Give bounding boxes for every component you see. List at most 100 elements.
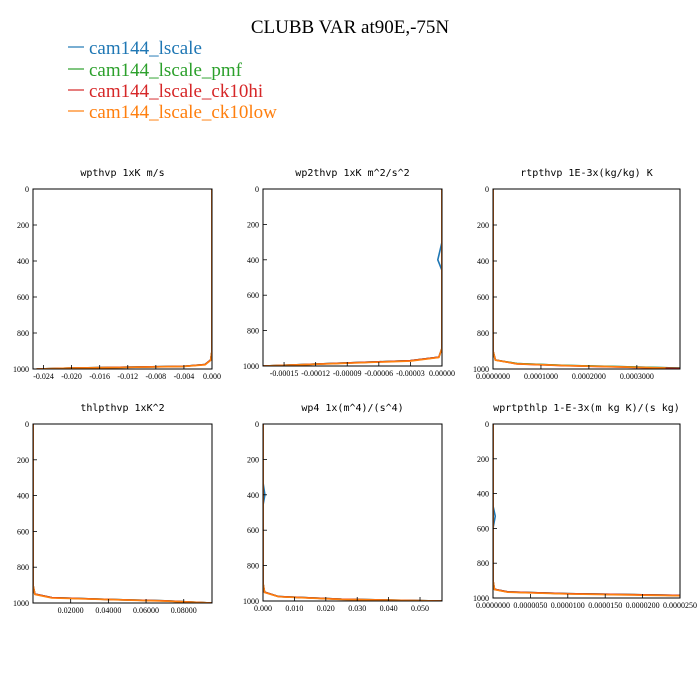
panels: wpthvp 1xK m/s 0 200 400 600 800 1000 -0.024 -0.…: [13, 168, 697, 615]
x-tick-label: -0.00006: [364, 369, 393, 378]
legend-entry-cam144-lscale-pmf: cam144_lscale_pmf: [68, 60, 243, 81]
panel-title: wpthvp 1xK m/s: [80, 168, 164, 179]
series-group: [36, 189, 212, 369]
legend-label: cam144_lscale_ck10hi: [89, 81, 263, 102]
x-tick-label: 0.0000150: [588, 601, 622, 610]
series-line: [33, 424, 212, 603]
series-line: [263, 424, 442, 601]
x-tick-label: 0.0000000: [476, 372, 510, 381]
series-line: [263, 189, 442, 366]
panel-title: thlpthvp 1xK^2: [80, 403, 164, 414]
y-tick-label: 1000: [473, 594, 489, 603]
x-tick-label: -0.00003: [396, 369, 425, 378]
x-tick-label: 0.0002000: [572, 372, 606, 381]
y-tick-label: 0: [255, 420, 259, 429]
y-tick-label: 1000: [243, 362, 259, 371]
y-tick-label: 600: [247, 291, 259, 300]
series-line: [493, 189, 680, 369]
plot-frame: [262, 188, 443, 367]
y-tick-label: 800: [247, 327, 259, 336]
y-tick-label: 400: [477, 257, 489, 266]
x-tick-label: 0.02000: [58, 606, 84, 615]
series-line: [36, 189, 212, 369]
plot-frame: [492, 188, 681, 370]
series-line: [493, 189, 666, 369]
y-tick-label: 800: [17, 563, 29, 572]
y-tick-label: 1000: [13, 599, 29, 608]
y-tick-label: 800: [477, 329, 489, 338]
plot-frame: [492, 423, 681, 599]
series-line: [263, 189, 442, 366]
x-tick-label: 0.0000100: [551, 601, 585, 610]
legend-label: cam144_lscale_ck10low: [89, 102, 277, 123]
y-tick-label: 600: [477, 293, 489, 302]
x-tick-label: 0.030: [348, 604, 366, 613]
y-tick-label: 200: [477, 455, 489, 464]
y-tick-label: 800: [247, 562, 259, 571]
series-line: [263, 189, 442, 366]
series-group: [33, 424, 212, 603]
y-tick-label: 1000: [473, 365, 489, 374]
y-tick-label: 400: [247, 491, 259, 500]
series-line: [493, 424, 680, 597]
legend-label: cam144_lscale: [89, 38, 202, 59]
x-tick-label: -0.024: [33, 372, 54, 381]
x-tick-label: 0.06000: [133, 606, 159, 615]
series-line: [263, 424, 442, 601]
y-tick-label: 400: [477, 490, 489, 499]
x-tick-label: 0.020: [317, 604, 335, 613]
series-line: [493, 189, 680, 369]
series-group: [493, 424, 680, 597]
y-tick-label: 600: [17, 527, 29, 536]
y-tick-label: 1000: [243, 597, 259, 606]
y-tick-label: 0: [485, 420, 489, 429]
y-tick-label: 600: [477, 524, 489, 533]
y-tick-label: 200: [477, 221, 489, 230]
y-tick-label: 200: [17, 456, 29, 465]
y-tick-label: 1000: [13, 365, 29, 374]
figure-title: CLUBB VAR at90E,-75N: [251, 17, 450, 38]
series-group: [263, 424, 442, 601]
panel-3: rtpthvp 1E-3x(kg/kg) K020040060080010000…: [473, 168, 681, 381]
y-tick-label: 200: [17, 221, 29, 230]
panel-4: thlpthvp 1xK^2 0 200 400 600 800 1000 0.02000 0.…: [13, 403, 213, 615]
y-tick-label: 0: [485, 185, 489, 194]
legend: cam144_lscale cam144_lscale_pmf cam144_l…: [68, 38, 277, 123]
y-tick-label: 200: [247, 455, 259, 464]
x-tick-label: 0.0001000: [524, 372, 558, 381]
panel-title: wp4 1x(m^4)/(s^4): [301, 403, 403, 414]
legend-entry-cam144-lscale-ck10low: cam144_lscale_ck10low: [68, 102, 277, 123]
x-tick-label: -0.016: [89, 372, 110, 381]
series-line: [33, 424, 212, 603]
x-tick-label: 0.0003000: [620, 372, 654, 381]
x-tick-label: 0.040: [380, 604, 398, 613]
x-tick-label: 0.0000000: [476, 601, 510, 610]
series-line: [493, 424, 680, 597]
y-tick-label: 400: [247, 256, 259, 265]
legend-entry-cam144-lscale: cam144_lscale: [68, 38, 202, 59]
x-tick-label: 0.0000050: [513, 601, 547, 610]
series-line: [263, 424, 442, 601]
x-tick-label: -0.00012: [301, 369, 330, 378]
x-tick-label: 0.0000200: [626, 601, 660, 610]
series-line: [263, 189, 442, 366]
y-tick-label: 0: [25, 185, 29, 194]
plot-frame: [32, 188, 213, 370]
series-group: [493, 189, 680, 369]
y-tick-label: 400: [17, 492, 29, 501]
panel-title: wprtpthlp 1-E-3x(m kg K)/(s kg): [493, 403, 680, 414]
x-tick-label: -0.00015: [270, 369, 299, 378]
panel-title: rtpthvp 1E-3x(kg/kg) K: [520, 168, 652, 179]
legend-entry-cam144-lscale-ck10hi: cam144_lscale_ck10hi: [68, 81, 263, 102]
x-tick-label: -0.020: [61, 372, 82, 381]
x-tick-label: 0.010: [285, 604, 303, 613]
x-tick-label: 0.000: [203, 372, 221, 381]
panel-1: wpthvp 1xK m/s 0 200 400 600 800 1000 -0.024 -0.…: [13, 168, 221, 381]
x-tick-label: -0.00009: [333, 369, 362, 378]
y-tick-label: 400: [17, 257, 29, 266]
plot-frame: [262, 423, 443, 602]
x-tick-label: -0.004: [174, 372, 195, 381]
y-tick-label: 600: [247, 526, 259, 535]
